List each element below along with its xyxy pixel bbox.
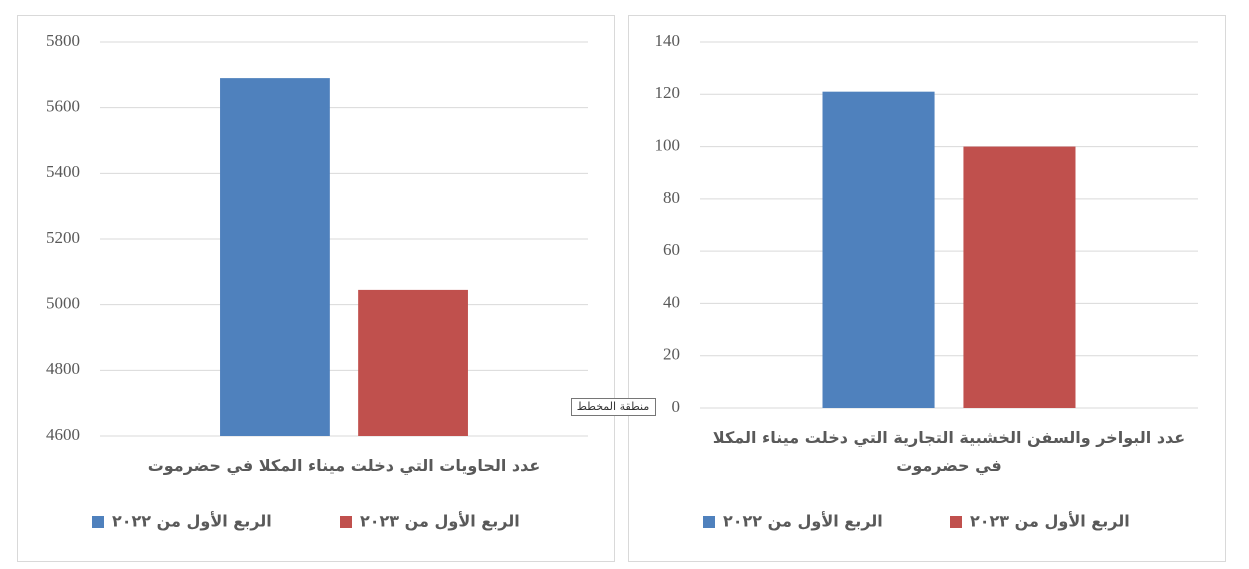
y-tick-label: 5800 — [46, 31, 80, 50]
legend-label: الربع الأول من ٢٠٢٢ — [723, 512, 883, 531]
category-label-box: عدد الحاويات التي دخلت ميناء المكلا في ح… — [147, 456, 541, 475]
category-label: عدد البواخر والسفن الخشبية التجارية التي… — [712, 428, 1186, 475]
legend-swatch — [950, 516, 962, 528]
y-tick-label: 4600 — [46, 425, 80, 444]
y-tick-label: 120 — [655, 83, 681, 102]
legend-label: الربع الأول من ٢٠٢٢ — [112, 512, 272, 531]
legend-label: الربع الأول من ٢٠٢٣ — [970, 512, 1130, 531]
tooltip-box — [571, 398, 656, 416]
legend-swatch — [340, 516, 352, 528]
bar — [358, 289, 468, 436]
y-tick-label: 100 — [655, 135, 681, 154]
tooltip: منطقة المخطط — [577, 400, 650, 413]
y-tick-label: 80 — [663, 188, 680, 207]
bar — [963, 146, 1076, 409]
y-tick-label: 140 — [655, 31, 681, 50]
category-label: عدد الحاويات التي دخلت ميناء المكلا في ح… — [147, 456, 541, 475]
legend-swatch — [703, 516, 715, 528]
y-tick-label: 5000 — [46, 294, 80, 313]
y-tick-label: 5200 — [46, 228, 80, 247]
y-tick-label: 40 — [663, 292, 680, 311]
y-tick-label: 5600 — [46, 97, 80, 116]
bar — [220, 78, 330, 436]
y-tick-label: 60 — [663, 240, 680, 259]
bar — [822, 91, 935, 409]
y-tick-label: 0 — [672, 397, 681, 416]
legend-swatch — [92, 516, 104, 528]
category-label-box: عدد البواخر والسفن الخشبية التجارية التي… — [712, 428, 1186, 475]
legend-label: الربع الأول من ٢٠٢٣ — [360, 512, 520, 531]
y-tick-label: 5400 — [46, 162, 80, 181]
y-tick-label: 4800 — [46, 359, 80, 378]
y-tick-label: 20 — [663, 345, 680, 364]
